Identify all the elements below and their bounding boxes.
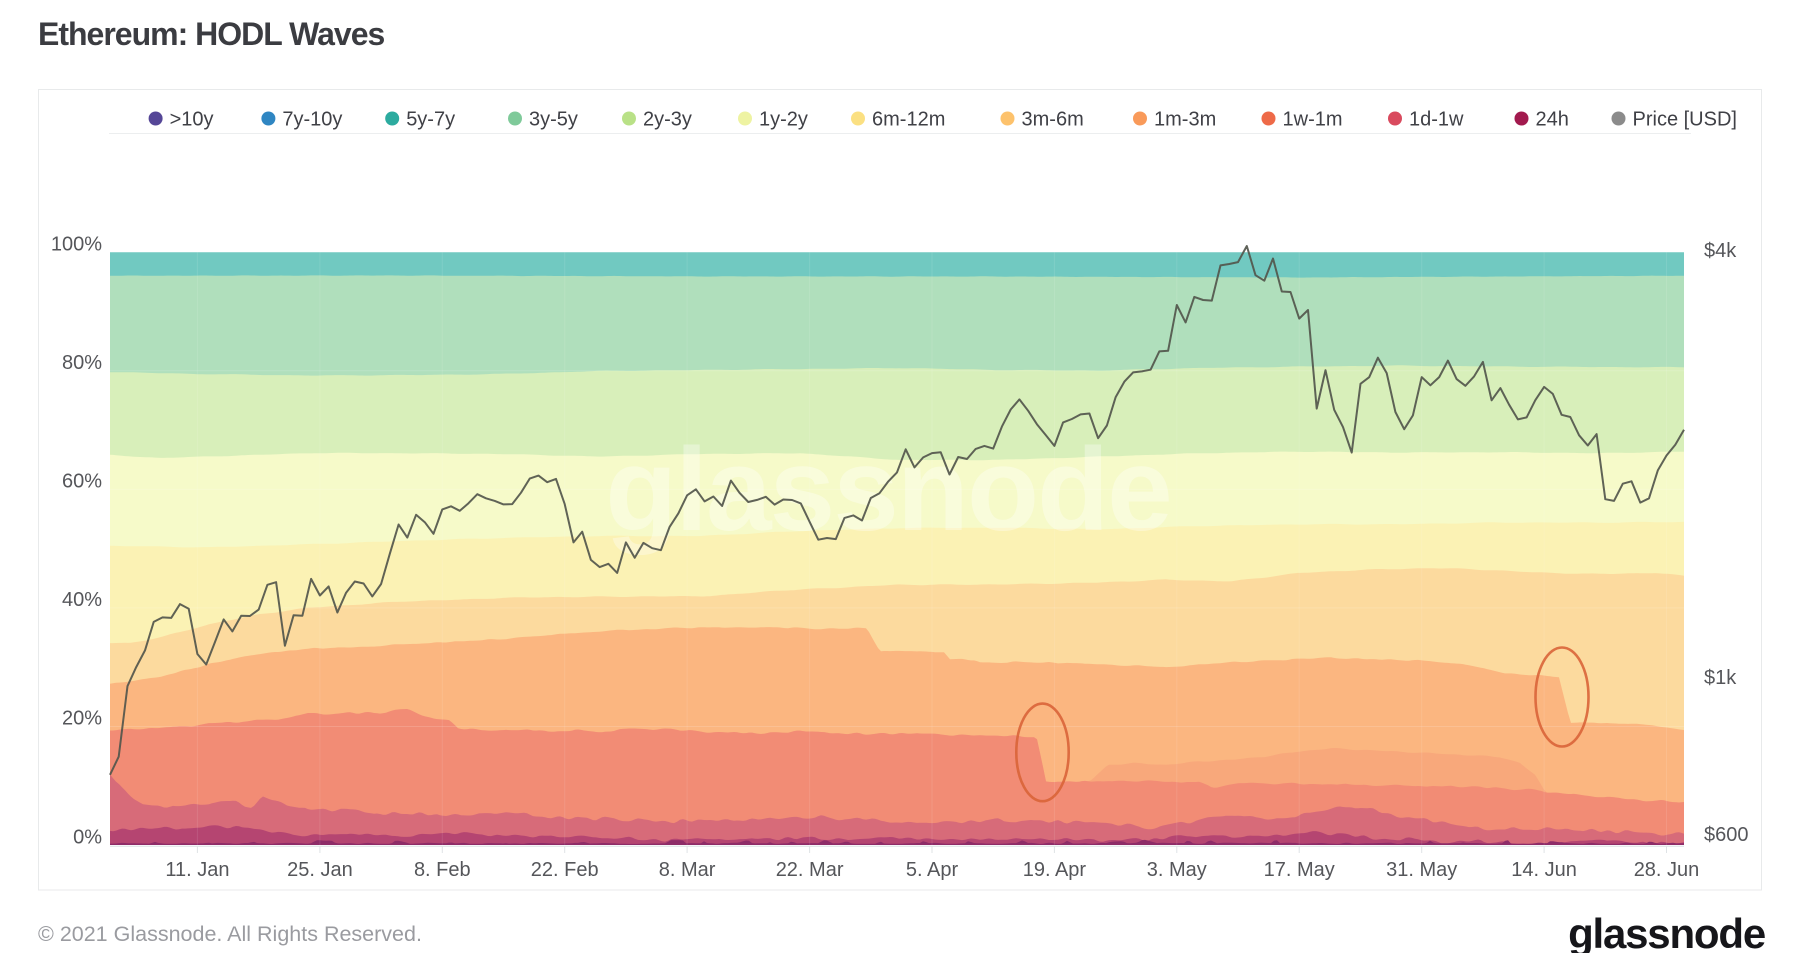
svg-text:6m-12m: 6m-12m (872, 109, 945, 131)
svg-text:100%: 100% (51, 233, 102, 255)
svg-text:3. May: 3. May (1147, 859, 1207, 881)
svg-text:3y-5y: 3y-5y (529, 109, 578, 131)
svg-text:glassnode: glassnode (605, 424, 1171, 556)
svg-text:20%: 20% (62, 708, 102, 730)
svg-text:>10y: >10y (170, 109, 214, 131)
svg-text:1y-2y: 1y-2y (759, 109, 808, 131)
svg-text:5y-7y: 5y-7y (406, 109, 455, 131)
svg-text:1w-1m: 1w-1m (1283, 109, 1343, 131)
svg-text:glassnode: glassnode (1568, 910, 1765, 953)
svg-text:24h: 24h (1536, 109, 1569, 131)
svg-text:19. Apr: 19. Apr (1023, 859, 1087, 881)
svg-text:0%: 0% (73, 826, 102, 848)
svg-text:1d-1w: 1d-1w (1409, 109, 1464, 131)
svg-text:Price [USD]: Price [USD] (1633, 109, 1737, 131)
svg-text:28. Jun: 28. Jun (1634, 859, 1700, 881)
svg-text:25. Jan: 25. Jan (287, 859, 353, 881)
svg-text:$4k: $4k (1704, 240, 1737, 262)
svg-text:© 2021 Glassnode. All Rights R: © 2021 Glassnode. All Rights Reserved. (38, 922, 422, 946)
svg-text:22. Feb: 22. Feb (531, 859, 599, 881)
svg-text:$1k: $1k (1704, 667, 1737, 689)
svg-text:31. May: 31. May (1386, 859, 1457, 881)
svg-text:60%: 60% (62, 471, 102, 493)
svg-text:11. Jan: 11. Jan (165, 859, 229, 881)
svg-text:22. Mar: 22. Mar (776, 859, 844, 881)
svg-text:Ethereum: HODL Waves: Ethereum: HODL Waves (38, 16, 385, 52)
svg-text:80%: 80% (62, 352, 102, 374)
svg-text:$600: $600 (1704, 824, 1749, 846)
svg-text:2y-3y: 2y-3y (643, 109, 692, 131)
svg-text:14. Jun: 14. Jun (1511, 859, 1577, 881)
svg-text:3m-6m: 3m-6m (1022, 109, 1084, 131)
svg-text:40%: 40% (62, 589, 102, 611)
svg-text:5. Apr: 5. Apr (906, 859, 959, 881)
svg-text:1m-3m: 1m-3m (1154, 109, 1216, 131)
svg-text:17. May: 17. May (1264, 859, 1335, 881)
svg-text:7y-10y: 7y-10y (282, 109, 342, 131)
svg-text:8. Mar: 8. Mar (659, 859, 716, 881)
svg-text:8. Feb: 8. Feb (414, 859, 471, 881)
